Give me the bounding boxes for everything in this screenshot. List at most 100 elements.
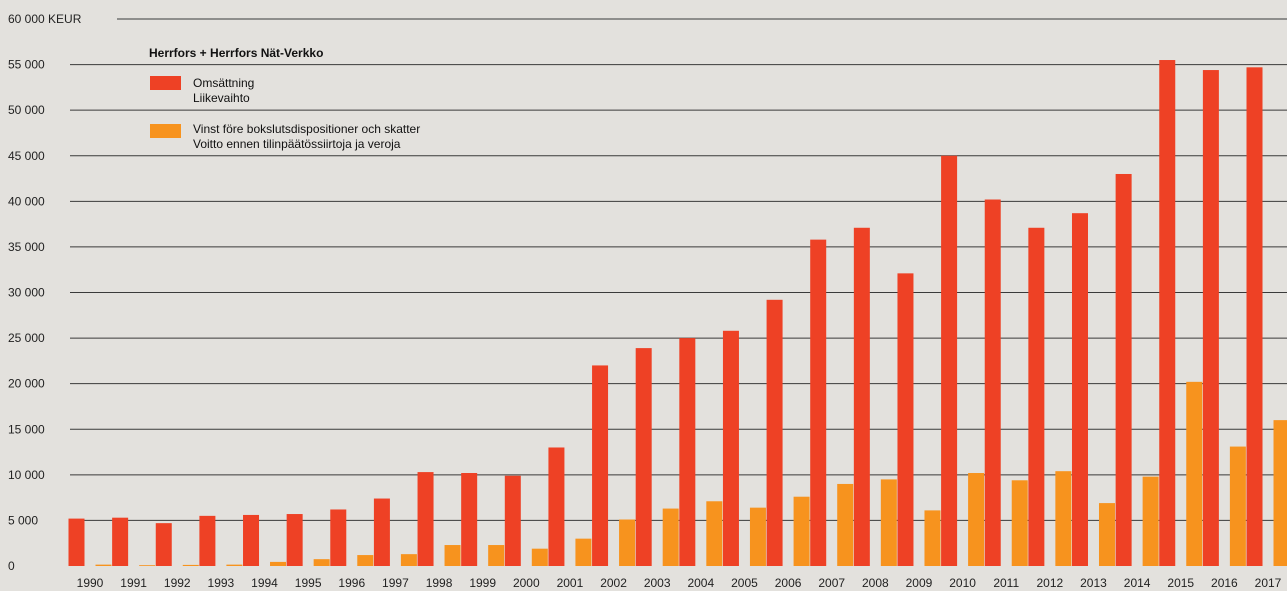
bar-profit <box>924 510 940 566</box>
x-tick-label: 2001 <box>557 576 584 590</box>
bar-revenue <box>1116 174 1132 566</box>
bar-revenue <box>69 519 85 566</box>
x-tick-label: 2007 <box>818 576 845 590</box>
bar-revenue <box>941 156 957 566</box>
x-tick-label: 2005 <box>731 576 758 590</box>
bar-revenue <box>1028 228 1044 566</box>
bar-revenue <box>1247 67 1263 566</box>
x-tick-label: 1992 <box>164 576 191 590</box>
x-tick-label: 1991 <box>120 576 147 590</box>
bar-profit <box>445 545 461 566</box>
x-tick-label: 2003 <box>644 576 671 590</box>
bar-revenue <box>505 476 521 566</box>
x-tick-label: 1990 <box>77 576 104 590</box>
legend-label-profit-line1: Vinst före bokslutsdispositioner och ska… <box>193 122 420 136</box>
x-tick-label: 1998 <box>426 576 453 590</box>
legend-swatch-revenue <box>150 76 181 90</box>
bar-profit <box>1230 447 1246 566</box>
bar-revenue <box>548 447 564 566</box>
x-tick-label: 2014 <box>1124 576 1151 590</box>
bar-revenue <box>1203 70 1219 566</box>
y-tick-label: 5 000 <box>8 513 38 527</box>
y-tick-label: 55 000 <box>8 58 45 72</box>
bar-revenue <box>330 509 346 566</box>
bar-revenue <box>897 273 913 566</box>
gridlines <box>70 19 1287 520</box>
bar-revenue <box>418 472 434 566</box>
x-tick-label: 1997 <box>382 576 409 590</box>
bar-profit <box>837 484 853 566</box>
x-tick-label: 2012 <box>1037 576 1064 590</box>
y-tick-label: 0 <box>8 559 15 573</box>
bar-profit <box>663 509 679 566</box>
bar-revenue <box>810 240 826 566</box>
bar-profit <box>357 555 373 566</box>
legend-swatch-profit <box>150 124 181 138</box>
bar-profit <box>96 565 112 566</box>
x-tick-label: 2004 <box>687 576 714 590</box>
bar-profit <box>488 545 504 566</box>
bar-revenue <box>1159 60 1175 566</box>
bar-profit <box>750 508 766 566</box>
legend-label-revenue-line2: Liikevaihto <box>193 91 250 105</box>
x-tick-label: 1995 <box>295 576 322 590</box>
x-tick-label: 2013 <box>1080 576 1107 590</box>
bar-revenue <box>985 200 1001 566</box>
y-tick-label: 25 000 <box>8 331 45 345</box>
y-tick-label: 45 000 <box>8 149 45 163</box>
bar-revenue <box>636 348 652 566</box>
bar-profit <box>139 565 155 566</box>
y-tick-label: 50 000 <box>8 103 45 117</box>
bar-profit <box>1186 382 1202 566</box>
x-tick-label: 1996 <box>338 576 365 590</box>
y-tick-label: 40 000 <box>8 194 45 208</box>
y-tick-label: 30 000 <box>8 286 45 300</box>
y-tick-label: 60 000 KEUR <box>8 12 82 26</box>
bar-profit <box>1055 471 1071 566</box>
y-tick-label: 10 000 <box>8 468 45 482</box>
bar-revenue <box>112 518 128 566</box>
bar-revenue <box>287 514 303 566</box>
legend-label-revenue-line1: Omsättning <box>193 76 254 90</box>
x-tick-label: 2002 <box>600 576 627 590</box>
bar-revenue <box>156 523 172 566</box>
bar-profit <box>532 549 548 566</box>
bar-revenue <box>1072 213 1088 566</box>
legend-label-profit-line2: Voitto ennen tilinpäätössiirtoja ja vero… <box>193 137 401 151</box>
x-axis-labels: 1990 1991 1992 1993 1994 1995 1996 1997 1998 1999… <box>77 576 1282 590</box>
bar-profit <box>1012 480 1028 566</box>
bar-profit <box>1143 477 1159 566</box>
bar-profit <box>706 501 722 566</box>
x-tick-label: 2015 <box>1167 576 1194 590</box>
x-tick-label: 2010 <box>949 576 976 590</box>
bar-profit <box>619 520 635 566</box>
x-tick-label: 1993 <box>208 576 235 590</box>
bar-profit <box>794 497 810 566</box>
x-tick-label: 2011 <box>993 576 1019 590</box>
bar-profit <box>314 559 330 566</box>
bar-profit <box>968 473 984 566</box>
y-tick-label: 20 000 <box>8 377 45 391</box>
bar-profit <box>270 562 286 566</box>
x-tick-label: 2008 <box>862 576 889 590</box>
x-tick-label: 1994 <box>251 576 278 590</box>
bar-revenue <box>592 365 608 566</box>
bar-profit <box>881 479 897 566</box>
legend-title: Herrfors + Herrfors Nät-Verkko <box>149 46 323 60</box>
bar-profit <box>1099 503 1115 566</box>
bar-profit <box>226 565 242 566</box>
bar-profit <box>401 554 417 566</box>
y-tick-label: 15 000 <box>8 422 45 436</box>
y-tick-label: 35 000 <box>8 240 45 254</box>
x-tick-label: 2009 <box>906 576 933 590</box>
bar-revenue <box>243 515 259 566</box>
legend: Herrfors + Herrfors Nät-Verkko Omsättnin… <box>149 46 420 151</box>
bar-revenue <box>723 331 739 566</box>
x-tick-label: 2017 <box>1255 576 1282 590</box>
bar-revenue <box>679 338 695 566</box>
bar-profit <box>183 565 199 566</box>
x-tick-label: 2000 <box>513 576 540 590</box>
bar-revenue <box>461 473 477 566</box>
bar-revenue <box>854 228 870 566</box>
